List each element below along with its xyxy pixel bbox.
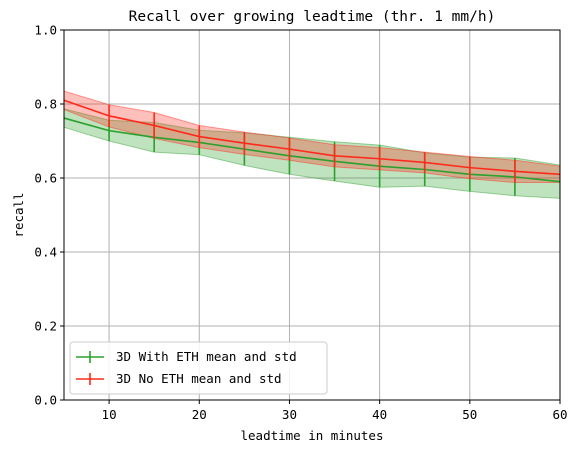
x-tick-label: 40 [372, 407, 387, 422]
x-tick-label: 30 [282, 407, 297, 422]
mean-line-with-eth [63, 117, 561, 183]
chart-title: Recall over growing leadtime (thr. 1 mm/… [129, 9, 496, 25]
y-axis-label: recall [11, 192, 26, 237]
x-tick-label: 20 [192, 407, 207, 422]
y-tick-label: 0.4 [34, 245, 57, 260]
x-tick-label: 60 [552, 407, 567, 422]
legend-label-no-eth: 3D No ETH mean and std [116, 371, 282, 386]
mean-line-no-eth [63, 99, 561, 176]
x-axis-label: leadtime in minutes [241, 428, 384, 443]
y-tick-label: 0.8 [34, 97, 57, 112]
error-bars [108, 104, 516, 196]
legend: 3D With ETH mean and std 3D No ETH mean … [69, 341, 328, 395]
y-tick-label: 0.0 [34, 393, 57, 408]
plot-frame [63, 29, 561, 401]
mean-lines [63, 99, 561, 183]
x-tick-label: 50 [462, 407, 477, 422]
x-tick-label: 10 [102, 407, 117, 422]
y-tick-label: 1.0 [34, 23, 57, 38]
legend-box [69, 341, 328, 395]
y-tick-label: 0.6 [34, 171, 57, 186]
y-tick-label: 0.2 [34, 319, 57, 334]
axis-ticks: 10 20 30 40 50 60 0.0 0.2 0.4 0.6 0.8 1.0 [34, 23, 567, 423]
plot-area [64, 30, 560, 400]
legend-label-with-eth: 3D With ETH mean and std [116, 349, 297, 364]
